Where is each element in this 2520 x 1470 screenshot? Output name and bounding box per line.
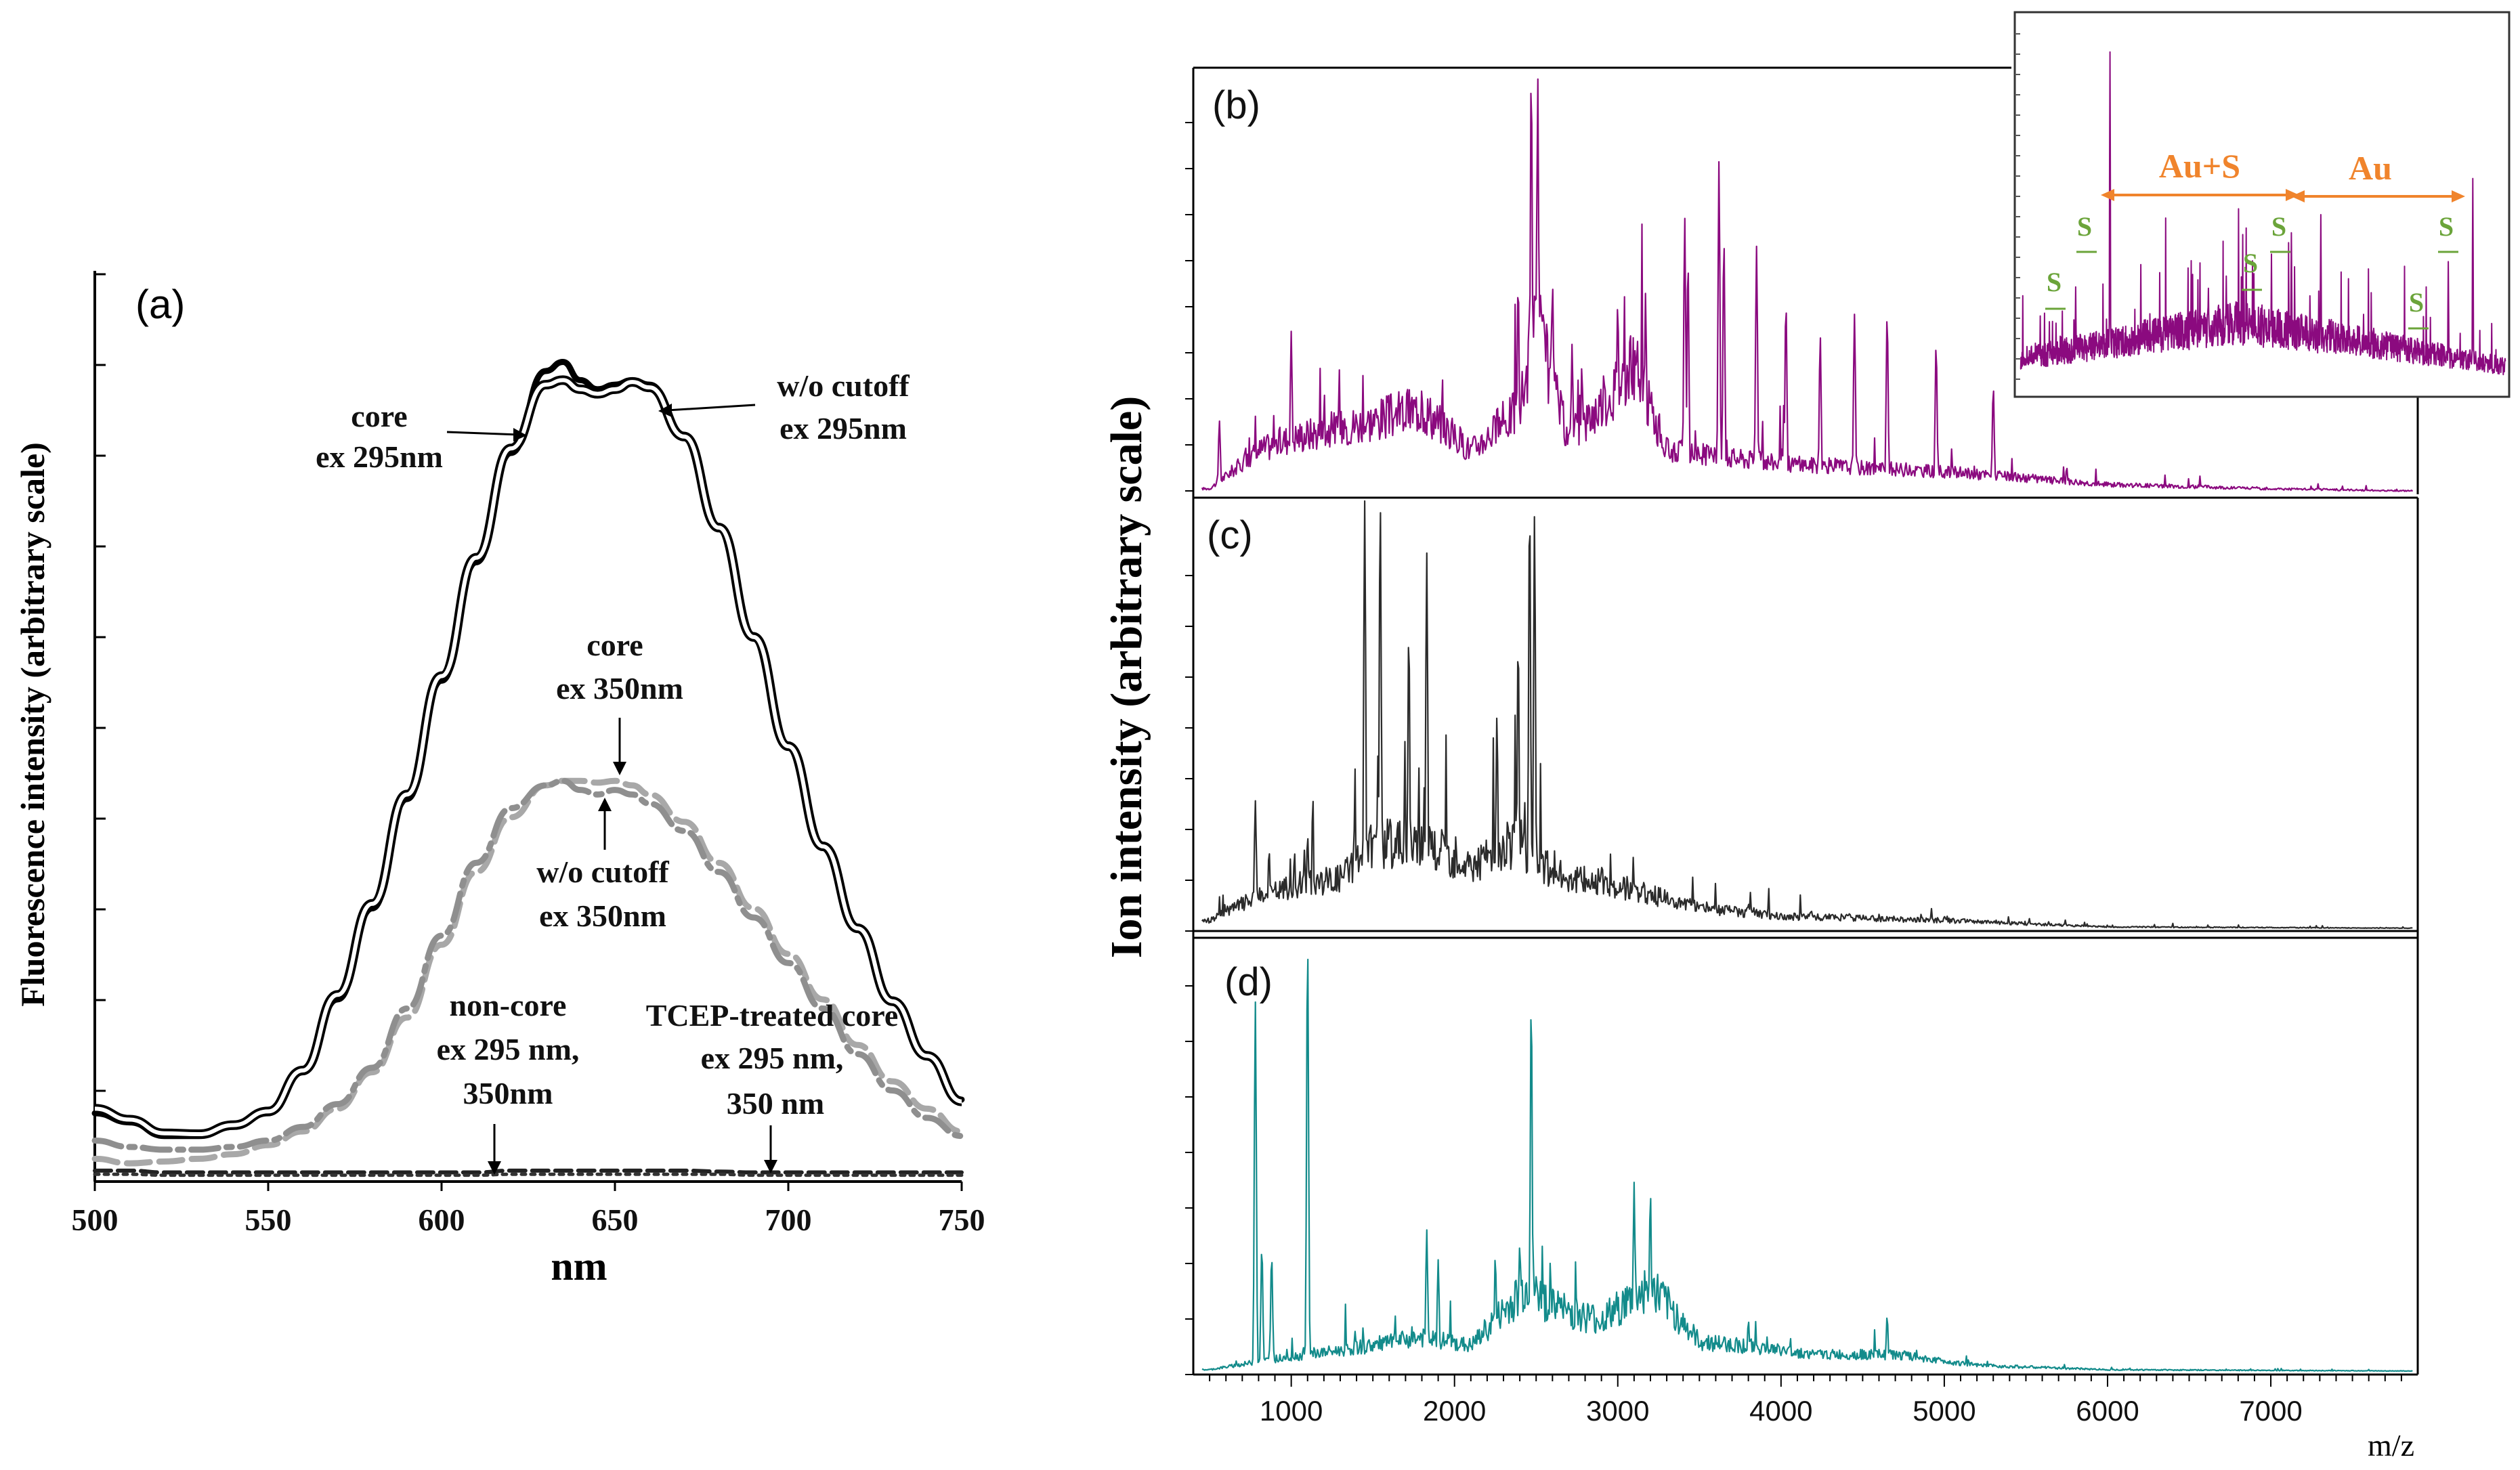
svg-text:ex 350nm: ex 350nm — [556, 671, 683, 706]
panel-a-label: (a) — [135, 282, 185, 327]
panel-d-spectrum — [1201, 958, 2413, 1372]
inset-s-label: S — [2077, 211, 2092, 242]
panel-d-x-tick-label: 3000 — [1586, 1395, 1649, 1427]
panel-a-x-tick-label: 650 — [592, 1203, 639, 1237]
panel-a-x-tick-label: 700 — [765, 1203, 812, 1237]
panel-a-x-tick-label: 600 — [419, 1203, 465, 1237]
svg-text:ex 295 nm,: ex 295 nm, — [701, 1041, 844, 1075]
svg-text:w/o cutoff: w/o cutoff — [536, 855, 669, 889]
annotation-core-350: core ex 350nm — [556, 628, 683, 775]
inset-s-label: S — [2439, 211, 2454, 242]
panel-d-x-tick-label: 6000 — [2076, 1395, 2139, 1427]
annotation-non-core: non-core ex 295 nm, 350nm — [437, 988, 580, 1175]
panel-d-x-tick-label: 7000 — [2239, 1395, 2302, 1427]
panel-bcd-y-ticks — [1185, 122, 1193, 1375]
series-non-core-ex-295-nm-350nm — [93, 1168, 964, 1175]
inset-s-label: S — [2409, 287, 2424, 318]
panel-d-x-tick-label: 4000 — [1749, 1395, 1812, 1427]
series-w-o-cutoff-ex-350nm — [91, 777, 965, 1153]
b-spectrum-trace — [1201, 78, 2414, 492]
svg-text:w/o cutoff: w/o cutoff — [777, 368, 910, 403]
inset-s-label: S — [2271, 211, 2286, 242]
svg-text:350 nm: 350 nm — [727, 1086, 824, 1121]
inset-au-label: Au — [2349, 149, 2392, 187]
svg-text:ex 295nm: ex 295nm — [316, 439, 443, 474]
series-w-o-cutoff-ex-295nm-inner — [94, 378, 962, 1137]
panel-b-spectrum — [1201, 78, 2414, 492]
panel-bcd-y-label: Ion intensity (arbitrary scale) — [1102, 396, 1151, 958]
svg-text:non-core: non-core — [450, 988, 567, 1022]
svg-text:350nm: 350nm — [463, 1076, 553, 1110]
panel-d-x-tick-label: 5000 — [1913, 1395, 1976, 1427]
inset-au-s-label: Au+S — [2159, 147, 2240, 185]
panel-a-y-label: Fluorescence intensity (arbitrary scale) — [14, 442, 51, 1007]
panel-a-x-tick-label: 750 — [939, 1203, 985, 1237]
svg-text:TCEP-treated core: TCEP-treated core — [646, 998, 899, 1033]
panel-d-x-ticks: 1000 2000 3000 4000 5000 6000 7000 — [1209, 1375, 2402, 1427]
inset-y-ticks — [2015, 33, 2020, 380]
panel-a-x-tick-label: 500 — [72, 1203, 119, 1237]
panel-a-fluorescence-chart: 500 550 600 650 700 750 (a) nm Fluorescence i… — [14, 271, 985, 1289]
inset-spectrum — [2020, 51, 2506, 376]
panel-a-x-label: nm — [551, 1244, 607, 1289]
panel-b-label: (b) — [1212, 83, 1260, 127]
panel-c-spectrum — [1201, 500, 2413, 930]
c-spectrum-trace — [1201, 500, 2413, 930]
panel-a-x-tick-label: 550 — [245, 1203, 292, 1237]
panel-c-label: (c) — [1207, 513, 1253, 557]
panel-d-label: (d) — [1224, 960, 1273, 1004]
svg-text:ex 295 nm,: ex 295 nm, — [437, 1032, 580, 1066]
annotation-tcep: TCEP-treated core ex 295 nm, 350 nm — [646, 998, 899, 1173]
panel-a-y-ticks — [95, 273, 106, 1183]
svg-text:ex 350nm: ex 350nm — [539, 899, 666, 933]
panel-d-x-label: m/z — [2368, 1428, 2414, 1463]
series-w-o-cutoff-ex-295nm — [94, 375, 963, 1140]
svg-text:core: core — [351, 399, 407, 433]
inset-s-label: S — [2047, 267, 2062, 297]
d-spectrum-trace — [1201, 958, 2413, 1372]
series-tcep-treated-core-ex-295-nm-350-nm — [93, 1172, 964, 1177]
inset-au-annotation: Au — [2291, 149, 2465, 202]
annotation-wo-cutoff-350: w/o cutoff ex 350nm — [536, 798, 669, 933]
inset-spectrum-trace — [2020, 51, 2506, 376]
panel-d-x-tick-label: 2000 — [1423, 1395, 1486, 1427]
inset-au-s-annotation: Au+S — [2101, 147, 2299, 201]
svg-text:ex 295nm: ex 295nm — [780, 411, 907, 446]
series-core-ex-350nm — [91, 777, 965, 1167]
svg-text:core: core — [586, 628, 643, 662]
panel-d-x-tick-label: 1000 — [1260, 1395, 1323, 1427]
panel-a-x-ticks: 500 550 600 650 700 750 — [72, 1182, 985, 1237]
annotation-wo-cutoff-295: w/o cutoff ex 295nm — [658, 368, 910, 446]
panel-a-series — [91, 359, 965, 1177]
panel-bcd-mass-spectra: Ion intensity (arbitrary scale) 1000 2000… — [1102, 66, 2419, 1463]
inset-s-label: S — [2243, 248, 2258, 278]
annotation-core-295: core ex 295nm — [316, 399, 527, 474]
